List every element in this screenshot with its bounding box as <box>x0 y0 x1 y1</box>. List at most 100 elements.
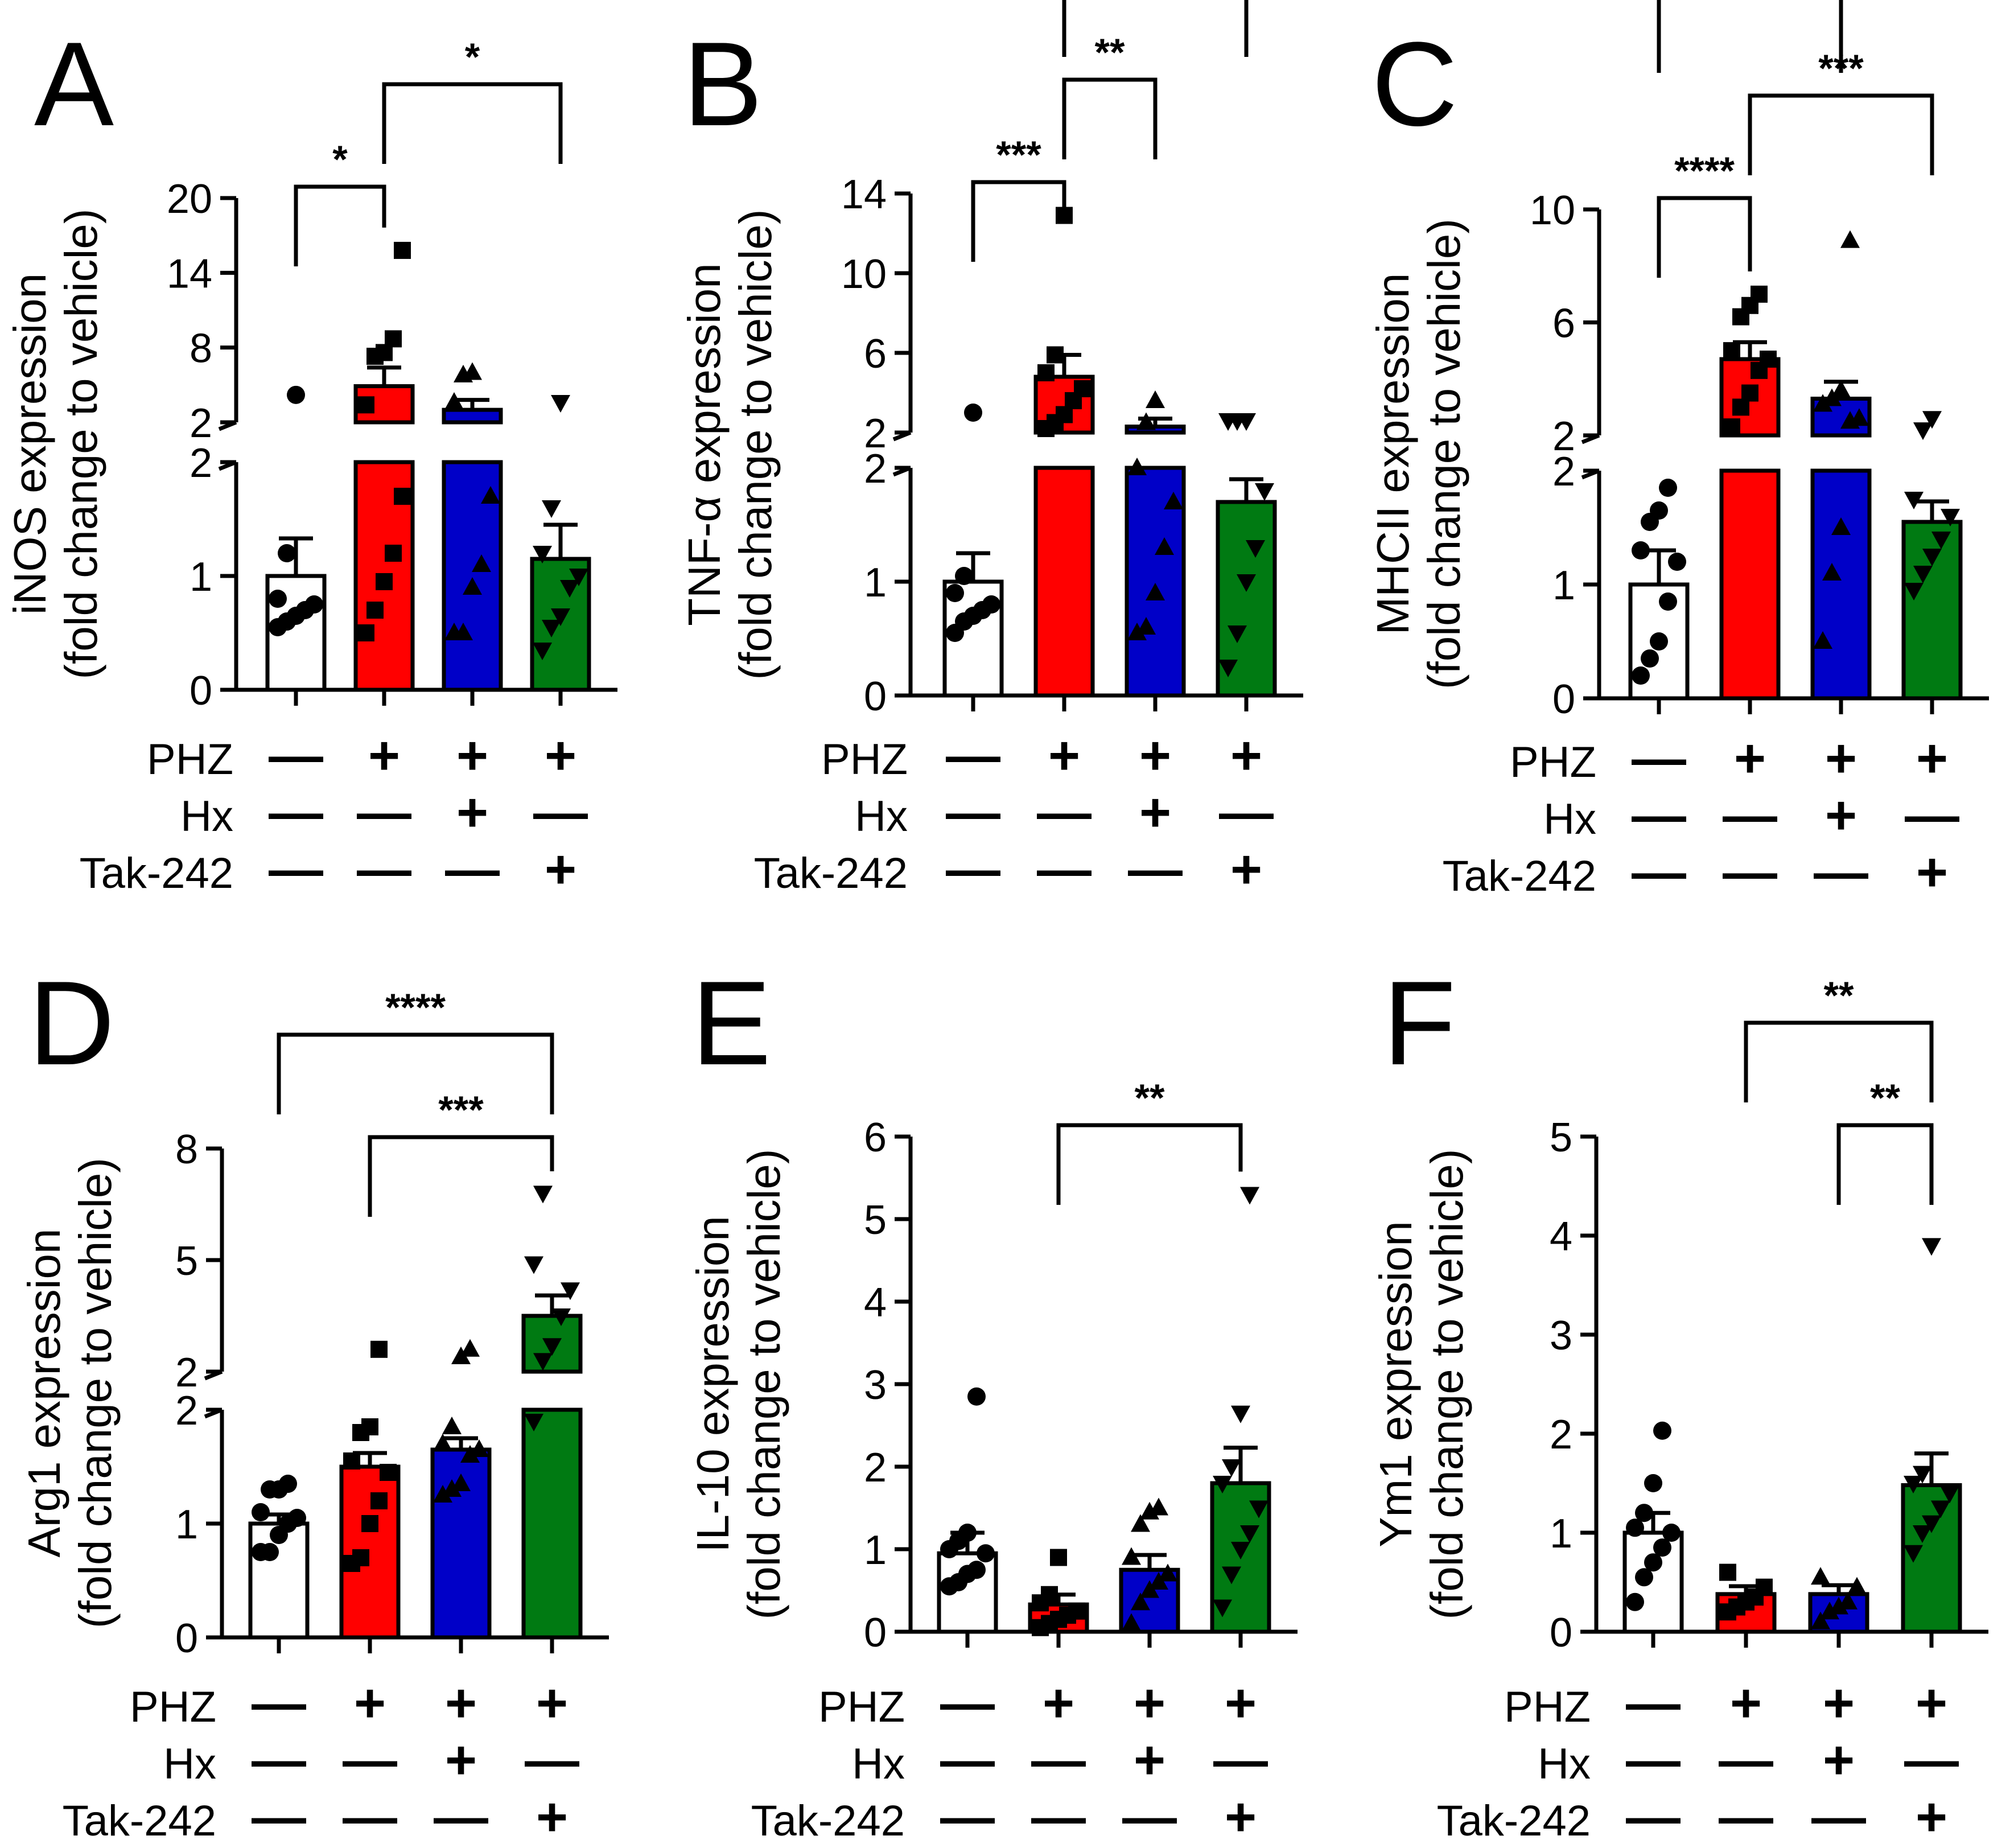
condition-symbol: — <box>525 1730 579 1791</box>
data-point <box>1756 1578 1773 1596</box>
data-point <box>1255 483 1274 501</box>
data-point <box>1146 583 1165 600</box>
y-axis-label: MHCII expression <box>1368 273 1418 635</box>
data-point <box>1074 380 1091 397</box>
bar <box>339 1464 401 1640</box>
condition-symbol: + <box>1139 725 1171 786</box>
significance-bracket <box>368 1135 554 1217</box>
data-point <box>1850 408 1869 426</box>
panel-letter: A <box>34 17 114 151</box>
data-point <box>1249 1500 1268 1518</box>
data-point <box>1632 666 1650 685</box>
data-point <box>433 1434 452 1451</box>
significance-bracket <box>382 82 563 164</box>
data-point <box>1131 1514 1150 1532</box>
data-point <box>1838 1591 1858 1610</box>
data-point <box>1840 230 1860 248</box>
data-point <box>1158 1563 1177 1582</box>
condition-symbol: — <box>269 782 323 843</box>
y-tick-label: 14 <box>167 251 212 297</box>
condition-symbol: + <box>1825 728 1857 789</box>
bar <box>1719 468 1781 701</box>
data-point <box>370 1492 388 1509</box>
significance-bracket <box>1056 1123 1243 1205</box>
condition-symbol: + <box>1916 1673 1947 1734</box>
data-point <box>524 1414 543 1431</box>
data-point <box>305 595 323 614</box>
data-point <box>1127 458 1147 475</box>
condition-symbol: — <box>357 839 411 900</box>
data-point <box>946 584 964 602</box>
data-point <box>1641 649 1659 668</box>
condition-symbol: + <box>536 1673 568 1734</box>
condition-label: PHZ <box>1510 738 1596 787</box>
data-point <box>261 1543 279 1561</box>
data-point <box>542 620 561 637</box>
y-axis-label: iNOS expression <box>5 273 55 615</box>
condition-symbol: + <box>1134 1730 1165 1791</box>
significance-bracket <box>1748 93 1934 175</box>
data-point <box>551 1308 571 1326</box>
data-point <box>1626 1518 1644 1537</box>
condition-symbol: — <box>1719 1787 1773 1847</box>
data-point <box>1940 1485 1959 1504</box>
significance-label: * <box>465 35 480 79</box>
y-tick-label: 10 <box>1530 188 1575 233</box>
condition-label: Tak-242 <box>1443 852 1596 900</box>
condition-symbol: — <box>1904 1730 1959 1791</box>
y-axis-label-units: (fold change to vehicle) <box>1419 219 1469 689</box>
data-point <box>1653 1421 1671 1440</box>
condition-label: Hx <box>180 792 233 841</box>
y-tick-label: 0 <box>864 674 887 719</box>
data-point <box>964 404 982 422</box>
data-point <box>288 1509 306 1527</box>
data-point <box>1237 413 1256 431</box>
data-point <box>376 573 393 590</box>
data-point <box>1635 1568 1653 1587</box>
y-tick-label: 2 <box>175 1350 198 1396</box>
data-point <box>1904 583 1924 600</box>
data-point <box>1149 1497 1168 1516</box>
condition-label: Tak-242 <box>754 849 908 898</box>
data-point <box>454 623 473 640</box>
y-tick-label: 2 <box>190 401 212 446</box>
data-point <box>433 1485 452 1503</box>
data-point <box>551 394 570 413</box>
condition-symbol: — <box>1626 1730 1681 1791</box>
y-tick-label: 0 <box>175 1616 198 1661</box>
data-point <box>481 486 500 504</box>
y-tick-label: 1 <box>1550 1511 1572 1557</box>
data-point <box>1041 1586 1058 1603</box>
y-tick-label: 2 <box>1552 414 1575 459</box>
significance-label: ** <box>1135 1076 1165 1119</box>
data-point <box>1813 631 1832 649</box>
data-point <box>1829 1596 1848 1615</box>
data-point <box>1751 285 1768 303</box>
data-point <box>1240 1525 1259 1543</box>
y-tick-label: 2 <box>864 1445 887 1491</box>
data-point <box>1653 1538 1671 1557</box>
condition-symbol: + <box>1916 728 1948 789</box>
condition-label: Tak-242 <box>80 849 233 898</box>
condition-symbol: — <box>946 725 1000 786</box>
y-tick-label: 0 <box>1550 1610 1572 1656</box>
data-point <box>1847 1577 1867 1595</box>
condition-symbol: + <box>1230 725 1262 786</box>
condition-symbol: + <box>1225 1787 1257 1847</box>
panel-d: D Arg1 expression (fold change to vehicle)… <box>19 956 609 1847</box>
data-point <box>394 488 411 505</box>
panel-letter: B <box>683 17 763 151</box>
data-point <box>1719 1563 1736 1581</box>
panel-letter: C <box>1372 17 1458 151</box>
data-point <box>1222 1459 1241 1477</box>
condition-label: PHZ <box>147 735 233 784</box>
condition-symbol: + <box>354 1673 386 1734</box>
data-point <box>1831 517 1851 535</box>
condition-symbol: — <box>1626 1673 1681 1734</box>
y-tick-label: 1 <box>175 1502 198 1547</box>
data-point <box>1644 1474 1662 1492</box>
condition-symbol: — <box>940 1730 995 1791</box>
y-tick-label: 2 <box>864 411 887 456</box>
data-point <box>1811 1611 1830 1629</box>
data-point <box>252 1503 270 1521</box>
